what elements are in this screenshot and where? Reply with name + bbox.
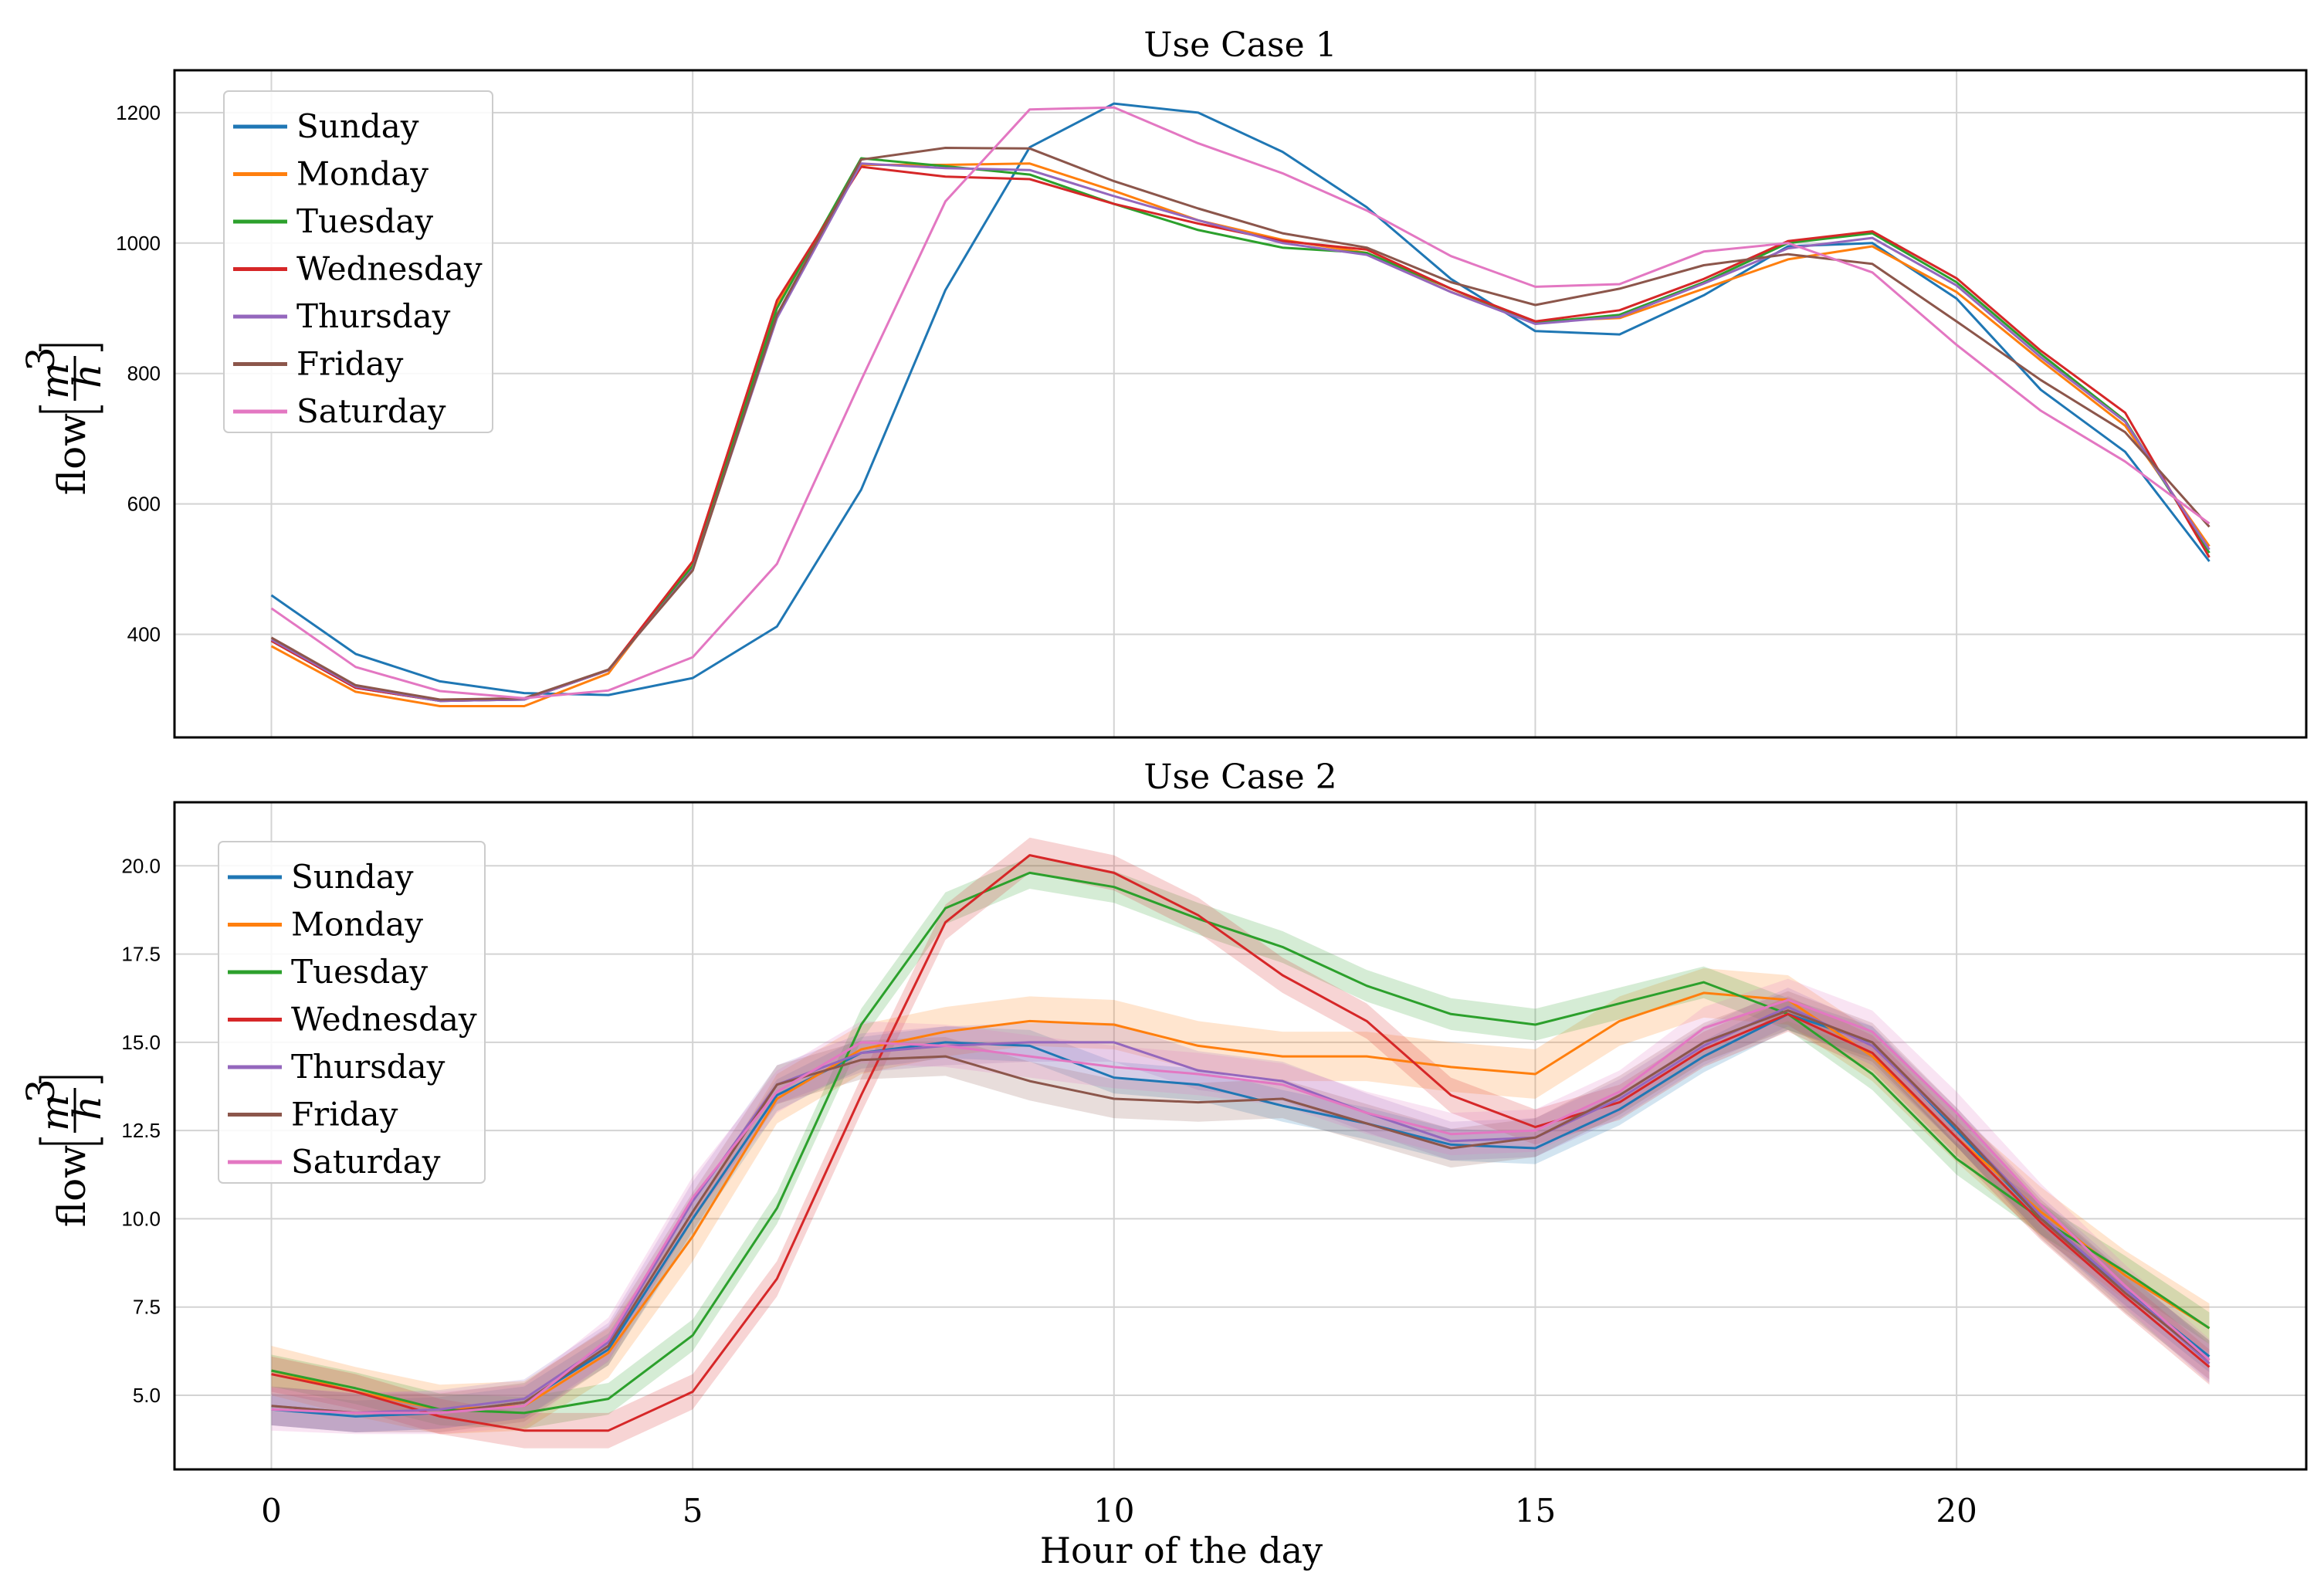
y-tick-label: 5.0 [133,1384,161,1407]
y-label-text: flow [49,413,94,495]
band-wednesday [271,837,2210,1449]
y-label-numerator: m [32,363,77,399]
legend-item-friday: Friday [233,345,404,383]
left-bracket [39,405,103,413]
legend-item-thursday: Thursday [228,1048,445,1086]
plot-frame [173,69,2308,739]
legend-item-monday: Monday [228,906,423,944]
chart-title: Use Case 1 [1143,25,1336,65]
series-line-monday [271,991,2211,1411]
series-line-tuesday [271,871,2211,1415]
y-tick-label: 600 [127,493,161,516]
left-bracket [39,1137,103,1145]
legend-label: Thursday [296,297,451,335]
y-label-denominator: h [65,1096,110,1120]
legend-label: Friday [296,345,404,383]
legend-label: Saturday [296,392,446,430]
legend-label: Wednesday [296,250,483,288]
y-tick-label: 800 [127,362,161,385]
legend-label: Tuesday [291,953,428,991]
legend: Sunday Monday Tuesday Wednesday Thursday Frid… [223,90,493,433]
y-label-denominator: h [65,364,110,388]
legend-box [223,90,493,433]
band-tuesday [271,856,2210,1429]
chart-title: Use Case 2 [1143,757,1336,797]
legend-box [218,841,486,1184]
series-line-friday [271,1009,2211,1415]
series-lines [271,854,2211,1432]
right-bracket [39,344,103,351]
legend-item-monday: Monday [233,155,429,193]
x-tick-label: 10 [1093,1492,1134,1530]
series-line-saturday [270,106,2211,700]
series-line-thursday [271,1005,2211,1415]
legend-label: Saturday [291,1143,441,1181]
y-tick-label: 15.0 [121,1031,161,1054]
legend-item-tuesday: Tuesday [228,953,428,991]
band-thursday [271,988,2210,1432]
legend-item-tuesday: Tuesday [233,202,433,240]
band-friday [271,991,2210,1432]
legend-label: Sunday [296,107,419,145]
legend-item-wednesday: Wednesday [233,250,483,288]
y-tick-label: 20.0 [121,854,161,877]
legend-label: Wednesday [291,1001,477,1039]
legend-item-sunday: Sunday [228,858,414,896]
series-line-friday [270,147,2211,701]
y-tick-label: 12.5 [121,1119,161,1142]
legend-label: Sunday [291,858,414,896]
y-tick-label: 1000 [116,232,161,255]
legend-item-sunday: Sunday [233,107,419,145]
right-bracket [39,1076,103,1083]
y-tick-label: 400 [127,623,161,646]
legend-item-saturday: Saturday [228,1143,441,1181]
legend-item-friday: Friday [228,1096,398,1134]
x-tick-label: 20 [1936,1492,1977,1530]
plot-frame [173,801,2308,1471]
chart-use-case-2: 5.0 7.5 10.0 12.5 15.0 17.5 20.0 0 5 10 15 20 Use … [19,757,2308,1530]
series-line-saturday [271,998,2211,1415]
legend: Sunday Monday Tuesday Wednesday Thursday Frid… [218,841,486,1184]
series-line-sunday [270,102,2211,696]
legend-label: Monday [291,906,423,944]
series-lines [270,102,2211,707]
legend-label: Tuesday [296,202,433,240]
y-tick-labels: 5.0 7.5 10.0 12.5 15.0 17.5 20.0 [121,854,161,1407]
legend-label: Monday [296,155,429,193]
legend-item-saturday: Saturday [233,392,446,430]
confidence-bands [271,837,2210,1449]
y-label-numerator: m [32,1095,77,1131]
x-axis-label: Hour of the day [1040,1530,1323,1571]
band-sunday [271,998,2210,1432]
legend-item-wednesday: Wednesday [228,1001,477,1039]
y-tick-label: 1200 [116,101,161,124]
x-tick-labels: 0 5 10 15 20 [261,1492,1977,1530]
band-monday [271,968,2210,1435]
x-tick-label: 5 [683,1492,703,1530]
legend-label: Thursday [291,1048,445,1086]
x-tick-label: 15 [1515,1492,1556,1530]
series-line-monday [270,162,2211,707]
x-tick-label: 0 [261,1492,282,1530]
legend-label: Friday [291,1096,398,1134]
y-label-text: flow [49,1145,94,1227]
series-line-wednesday [271,854,2211,1432]
band-saturday [271,978,2210,1435]
y-tick-label: 17.5 [121,943,161,966]
legend-item-thursday: Thursday [233,297,451,335]
y-tick-labels: 400 600 800 1000 1200 [116,101,161,646]
y-tick-label: 10.0 [121,1207,161,1230]
y-tick-label: 7.5 [133,1296,161,1319]
